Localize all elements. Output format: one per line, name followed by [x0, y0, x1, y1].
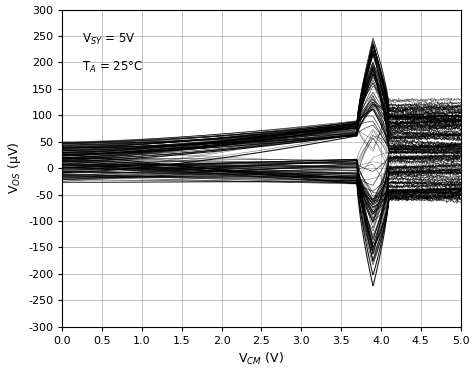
X-axis label: V$_{CM}$ (V): V$_{CM}$ (V)	[238, 351, 285, 367]
Y-axis label: V$_{OS}$ (μV): V$_{OS}$ (μV)	[6, 142, 22, 194]
Text: T$_A$ = 25°C: T$_A$ = 25°C	[82, 60, 143, 75]
Text: V$_{SY}$ = 5V: V$_{SY}$ = 5V	[82, 32, 136, 47]
